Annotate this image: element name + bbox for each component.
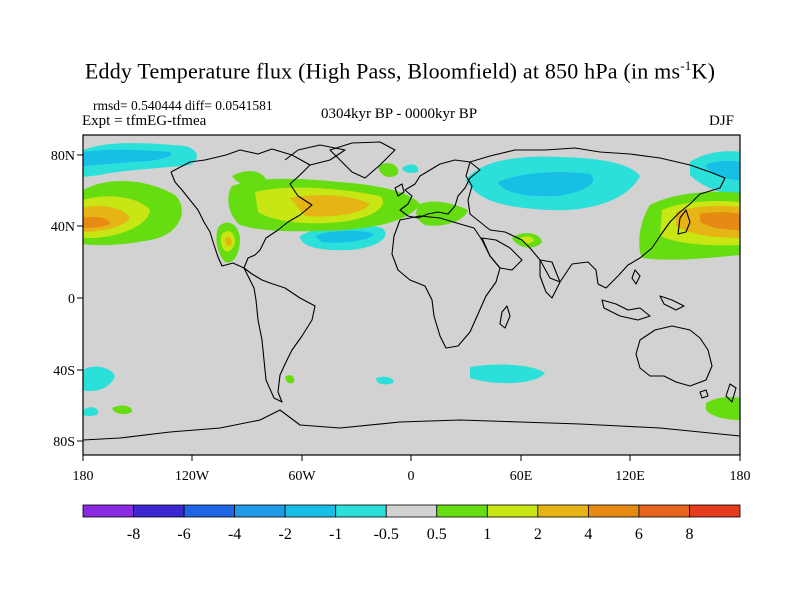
colorbar-swatch: [284, 504, 337, 518]
longitude-ticks: [82, 455, 741, 461]
colorbar-label: 8: [685, 526, 693, 543]
colorbar-swatch: [335, 504, 387, 518]
lon-label-0: 0: [408, 469, 415, 484]
lat-label-40n: 40N: [51, 220, 75, 235]
latitude-labels: 80N 40N 0 40S 80S: [51, 149, 75, 450]
colorbar-label: 4: [584, 526, 592, 543]
colorbar-swatch: [385, 504, 438, 518]
colorbar-swatch: [638, 504, 690, 518]
lat-label-40s: 40S: [53, 364, 75, 379]
latitude-ticks: [77, 154, 83, 442]
colorbar-label: -2: [278, 526, 291, 543]
colorbar-swatch: [587, 504, 640, 518]
lon-label-180-west: 180: [73, 469, 94, 484]
positive-anomaly-regions: [83, 163, 740, 420]
lon-label-120w: 120W: [175, 469, 210, 484]
coastlines: [83, 141, 740, 441]
lat-label-80s: 80S: [53, 435, 75, 450]
colorbar-label: 0.5: [427, 526, 447, 543]
colorbar-label: 1: [483, 526, 491, 543]
lat-label-0: 0: [68, 292, 75, 307]
colorbar-label: -4: [228, 526, 241, 543]
colorbar-swatch: [183, 504, 236, 518]
colorbar-swatch: [436, 504, 488, 518]
colorbar-swatch: [689, 504, 741, 518]
colorbar-label: -8: [127, 526, 140, 543]
experiment-label: Expt = tfmEG-tfmea: [82, 113, 207, 129]
title-exponent: -1: [680, 58, 692, 73]
lon-label-60e: 60E: [510, 469, 533, 484]
lat-label-80n: 80N: [51, 149, 75, 164]
colorbar-label: -1: [329, 526, 342, 543]
colorbar-swatch: [537, 504, 589, 518]
colorbar-swatch: [234, 504, 286, 518]
colorbar-label: -0.5: [374, 526, 399, 543]
lon-label-120e: 120E: [615, 469, 645, 484]
season-label: DJF: [709, 113, 735, 129]
negative-anomaly-regions: [83, 143, 740, 416]
lon-label-60w: 60W: [288, 469, 316, 484]
title-unit-tail: K): [691, 58, 716, 84]
rmsd-diff-label: rmsd= 0.540444 diff= 0.0541581: [93, 98, 273, 113]
period-label: 0304kyr BP - 0000kyr BP: [321, 106, 478, 122]
colorbar-label: 2: [534, 526, 542, 543]
colorbar-label: 6: [635, 526, 643, 543]
lon-label-180-east: 180: [730, 469, 751, 484]
colorbar-swatch: [82, 504, 134, 518]
longitude-labels: 180 120W 60W 0 60E 120E 180: [73, 469, 751, 484]
anomaly-field: [83, 141, 740, 441]
map-background: [83, 135, 740, 455]
plot-title: Eddy Temperature flux (High Pass, Bloomf…: [0, 58, 800, 84]
colorbar-label: -6: [177, 526, 190, 543]
colorbar-swatch: [486, 504, 539, 518]
colorbar: -8 -6 -4 -2 -1 -0.5 0.5 1 2 4 6 8: [82, 504, 741, 543]
colorbar-swatch: [133, 504, 185, 518]
title-text: Eddy Temperature flux (High Pass, Bloomf…: [84, 58, 681, 84]
